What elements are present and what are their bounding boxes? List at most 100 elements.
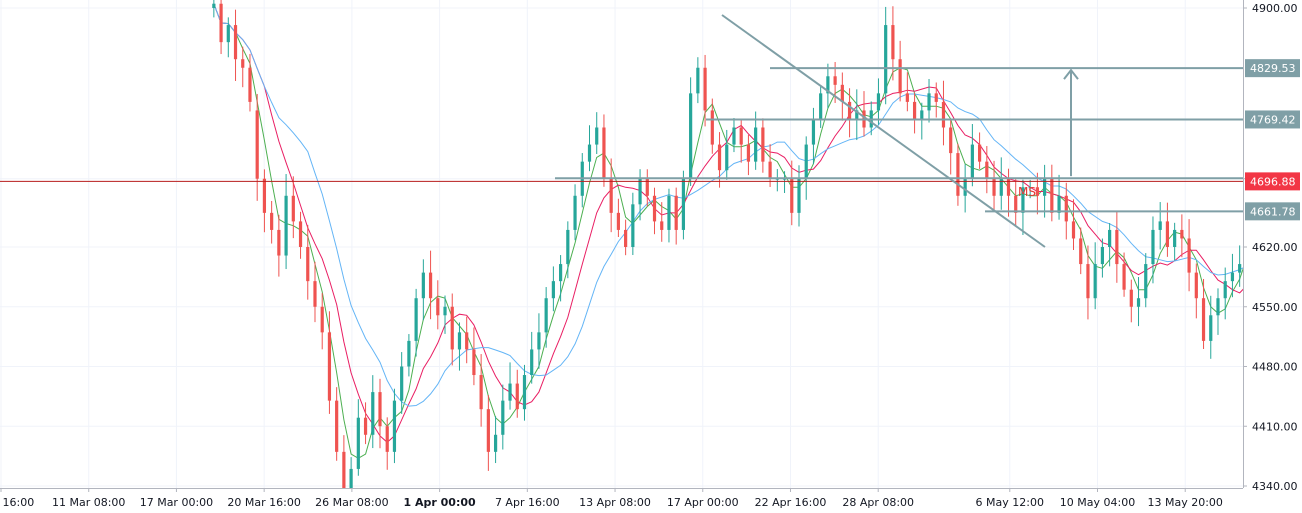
candle-body [443,306,447,316]
candle-body [985,161,989,179]
candle-body [219,3,223,43]
candle-body [624,229,628,247]
candle-body [508,383,512,401]
candle-body [573,195,577,230]
price-tick-label: 4480.00 [1252,361,1298,374]
candle-body [1209,315,1213,341]
candle-body [465,332,469,350]
candle-body [696,67,700,94]
candle-body [819,93,823,119]
candle-body [912,101,917,119]
price-axis-bg [1243,0,1302,513]
candle-body [999,178,1003,196]
candle-body [407,340,411,367]
candle-body [262,178,267,213]
candle-body [1216,298,1220,316]
candle-body [1043,178,1047,196]
candle-body [233,25,238,60]
candle-body [826,76,830,94]
candle-body [1194,272,1198,299]
price-badge-label-target: 4829.53 [1250,62,1296,75]
time-tick-label: 17 Mar 00:00 [140,496,213,509]
candle-body [1230,272,1235,282]
candle-body [602,127,606,179]
price-tick-label: 4550.00 [1252,301,1298,314]
candle-body [479,375,483,410]
trendline [721,14,1046,248]
candle-body [717,144,722,171]
candle-body [674,195,678,230]
candle-body [291,195,295,222]
candle-body [681,178,686,230]
time-tick-label: 10 May 04:00 [1060,496,1135,509]
candle-body [1079,238,1083,265]
candle-body [1165,221,1170,247]
candle-body [428,272,433,299]
candle-body [746,144,751,162]
candle-body [486,409,490,452]
price-badge-resistance [1245,110,1300,129]
price-badge-label-current: 4696.88 [1250,175,1296,188]
price-badge-label-resistance: 4769.42 [1250,113,1296,126]
price-badge-label-ms-level: 4661.78 [1250,205,1296,218]
candle-body [327,332,332,401]
candle-body [609,178,613,213]
candle-body [306,247,310,282]
candle-body [1100,247,1105,265]
time-tick-label: 20 Mar 16:00 [227,496,300,509]
candle-body [977,144,982,162]
candle-body [1201,298,1206,341]
target-arrow-head [1063,68,1079,80]
candle-body [1158,221,1162,230]
candle-body [457,332,462,350]
candle-body [1006,178,1011,196]
candle-body [349,468,353,495]
time-tick-label: 6 May 12:00 [976,496,1044,509]
candle-body [1021,187,1025,213]
candle-body [689,93,693,179]
candle-body [956,153,960,196]
candle-body [710,110,714,145]
candle-body [1057,195,1061,213]
candle-body [501,400,505,435]
candle-body [363,417,368,435]
candle-body [371,392,375,435]
candle-body [335,400,339,452]
time-tick-label: 28 Apr 08:00 [842,496,914,509]
candle-body [790,178,794,213]
candle-body [226,25,230,43]
candle-body [1035,187,1039,196]
candle-body [537,332,541,350]
candle-body [493,434,498,452]
candle-body [927,93,931,111]
candle-body [941,101,946,128]
candle-body [660,221,664,230]
candle-body [1028,187,1032,189]
time-tick-label: 22 Apr 16:00 [755,496,827,509]
candle-body [1144,264,1148,299]
candles [212,0,1256,509]
time-tick-label: 5 Mar 16:00 [0,496,34,509]
candle-body [392,400,397,452]
time-tick-label: 11 Mar 08:00 [52,496,125,509]
candle-body [212,3,216,9]
time-tick-label: 17 Apr 00:00 [667,496,739,509]
candle-body [725,144,729,171]
grid [0,0,1243,488]
candle-body [313,281,317,307]
candle-body [436,298,440,316]
candle-body [595,127,599,145]
candle-body [1108,229,1112,247]
candle-body [804,144,808,179]
candle-body [1238,264,1242,273]
candle-body [898,59,902,94]
time-tick-label: 1 Apr 00:00 [404,496,476,509]
candle-body [920,110,924,119]
candle-body [270,212,274,230]
ms-label: MS [1018,185,1036,199]
candle-body [768,161,772,179]
ma-slow-line [213,3,1255,407]
